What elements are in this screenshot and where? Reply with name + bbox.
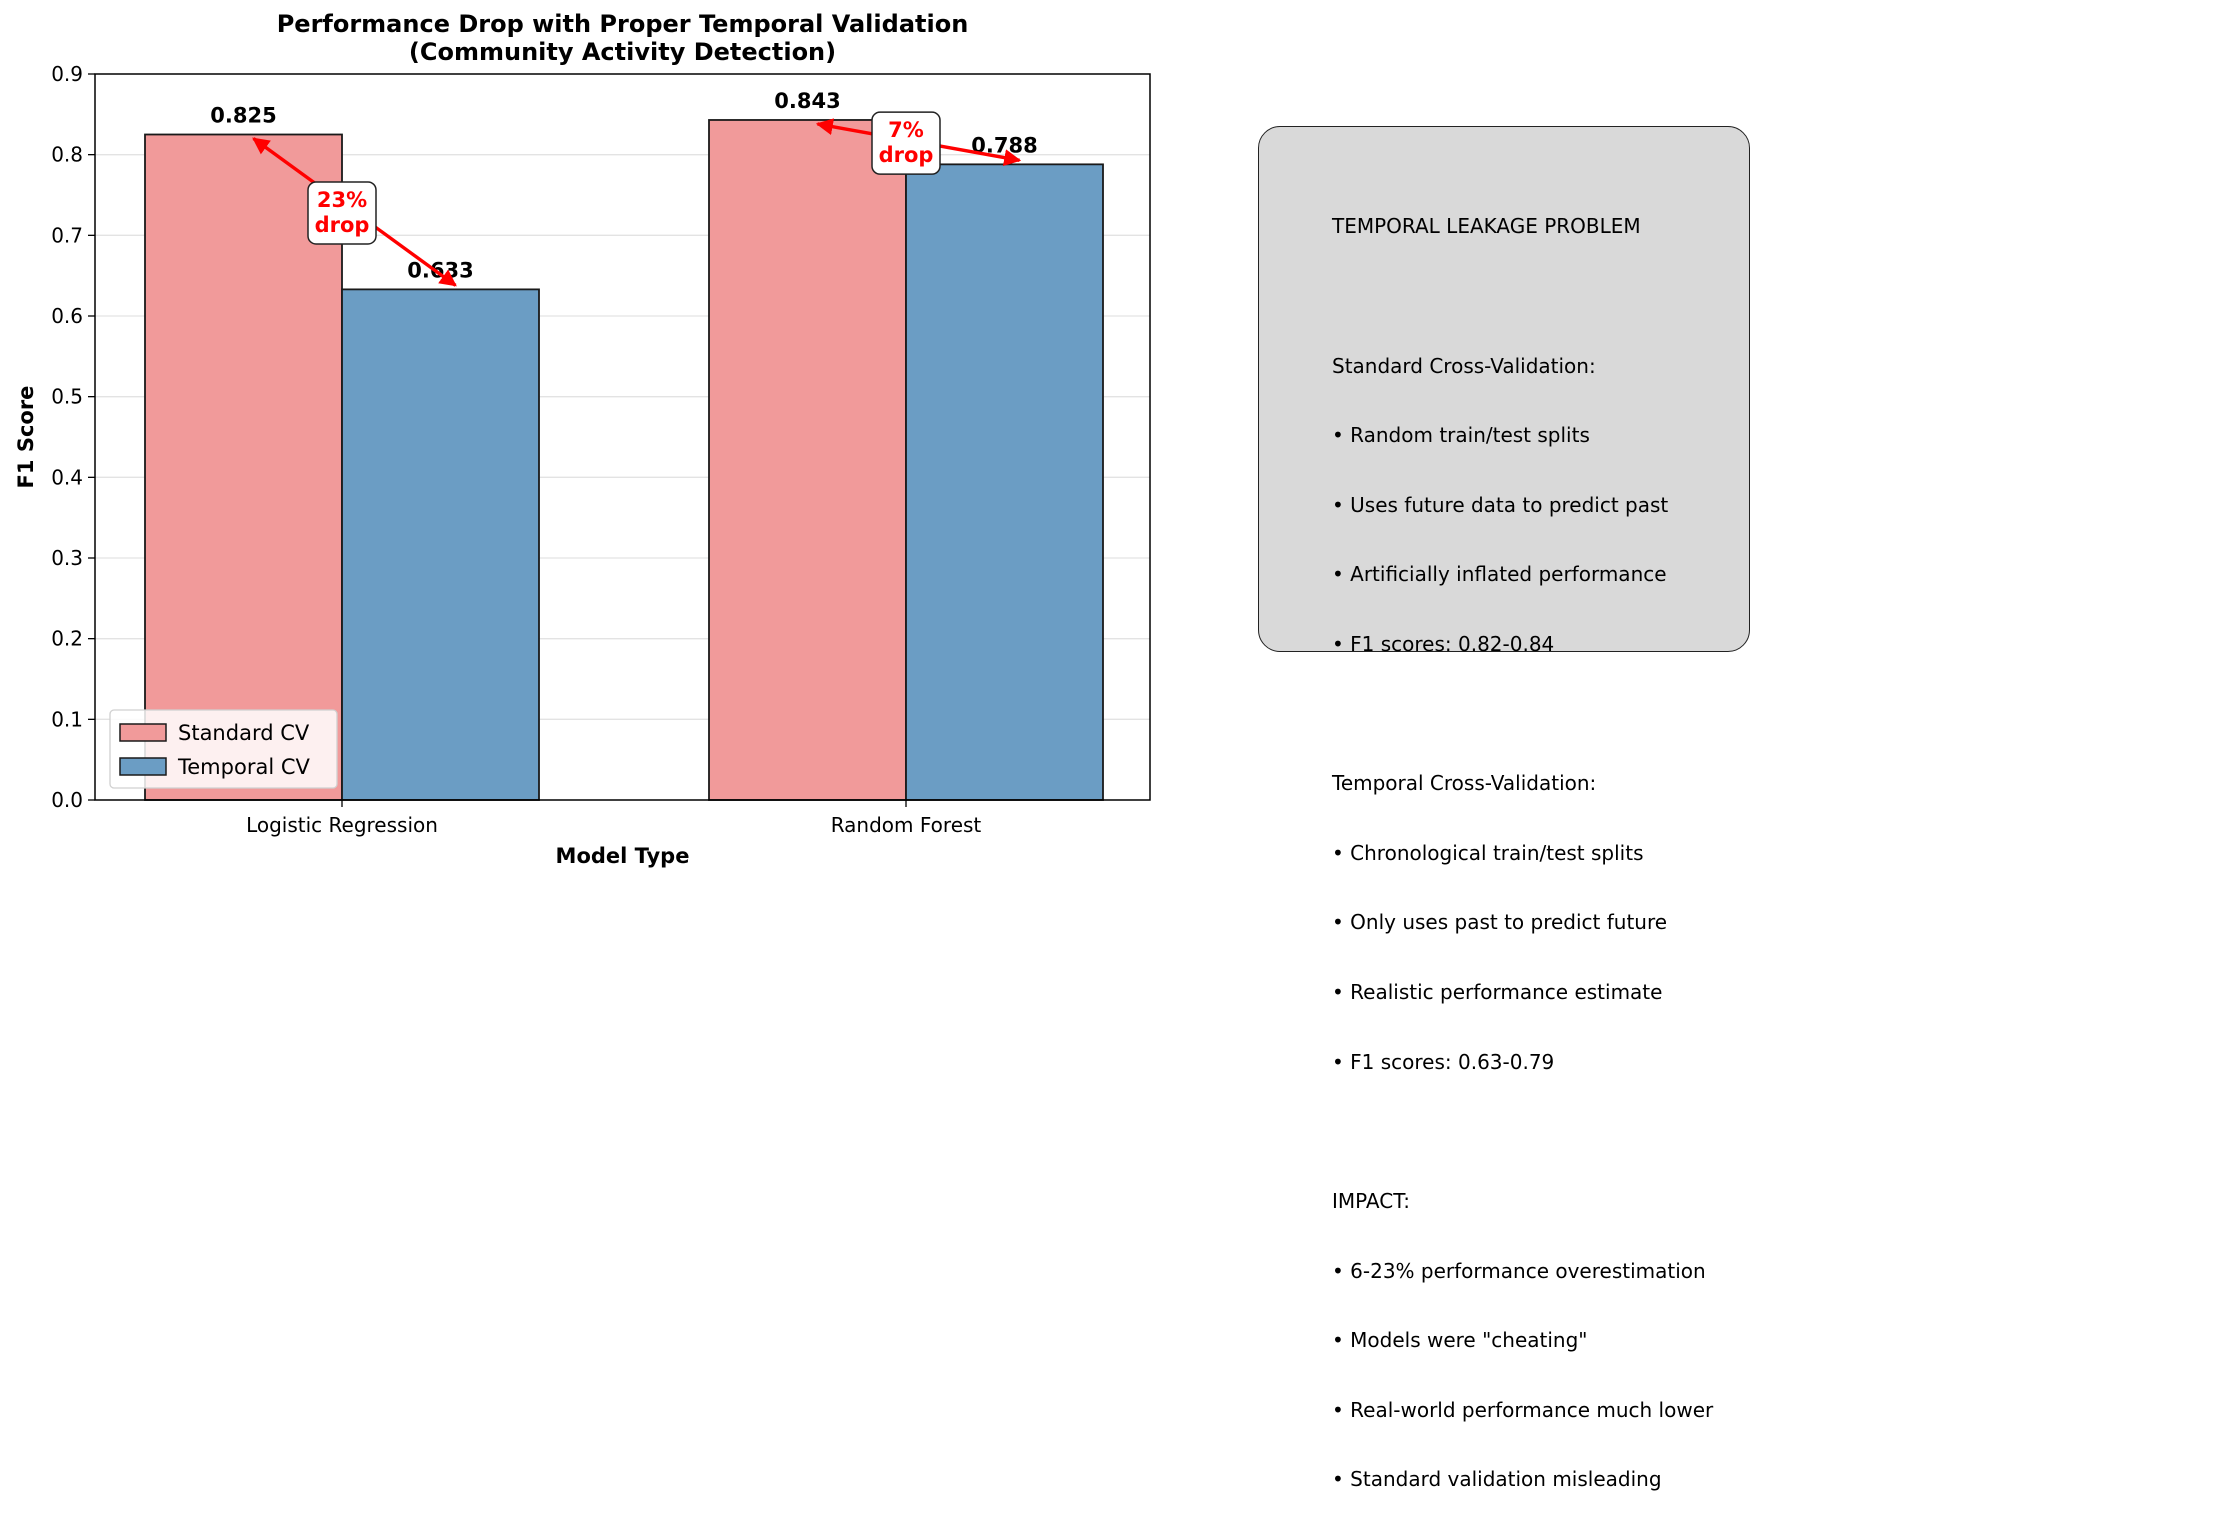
x-axis-label: Model Type (556, 844, 690, 868)
section-standard-item: • Random train/test splits (1332, 423, 1590, 448)
info-box-text: TEMPORAL LEAKAGE PROBLEM Standard Cross-… (1332, 169, 1713, 1538)
bar-value-label: 0.825 (210, 104, 276, 128)
y-tick-label: 0.7 (51, 223, 83, 247)
y-tick-label: 0.5 (51, 385, 83, 409)
x-tick-label: Random Forest (831, 813, 982, 837)
y-tick-label: 0.4 (51, 465, 83, 489)
legend-label: Standard CV (178, 721, 310, 745)
y-tick-label: 0.3 (51, 546, 83, 570)
bar (341, 288, 540, 801)
drop-annotation-text: 7% (888, 118, 924, 142)
bar (708, 119, 907, 801)
legend-label: Temporal CV (177, 755, 310, 779)
section-impact-item: • Standard validation misleading (1332, 1467, 1662, 1492)
bar-chart: 0.0 0.1 0.2 0.3 0.4 0.5 0.6 0.7 0.8 0.9 Logistic R… (14, 62, 1151, 868)
section-standard-item: • Uses future data to predict past (1332, 492, 1669, 517)
y-tick-label: 0.0 (51, 788, 83, 812)
drop-annotation-text: 23% (317, 188, 367, 212)
y-tick-label: 0.1 (51, 707, 83, 731)
x-tick-label: Logistic Regression (246, 813, 438, 837)
section-impact-item: • 6-23% performance overestimation (1332, 1258, 1706, 1283)
section-temporal-item: • Only uses past to predict future (1332, 910, 1668, 935)
legend-swatch (119, 723, 167, 742)
drop-annotation-box (307, 181, 377, 245)
section-standard-item: • F1 scores: 0.82-0.84 (1332, 632, 1555, 657)
section-impact-item: • Real-world performance much lower (1332, 1397, 1714, 1422)
section-standard-title: Standard Cross-Validation: (1332, 353, 1596, 378)
y-tick-label: 0.9 (51, 62, 83, 86)
section-temporal-item: • F1 scores: 0.63-0.79 (1332, 1049, 1555, 1074)
info-heading: TEMPORAL LEAKAGE PROBLEM (1332, 214, 1641, 239)
section-temporal-item: • Realistic performance estimate (1332, 980, 1663, 1005)
y-tick-label: 0.6 (51, 304, 83, 328)
section-temporal-item: • Chronological train/test splits (1332, 840, 1644, 865)
chart-title: Performance Drop with Proper Temporal Va… (276, 10, 969, 38)
section-impact-title: IMPACT: (1332, 1188, 1410, 1213)
y-axis-label: F1 Score (14, 386, 38, 489)
bar-value-label: 0.843 (774, 89, 840, 113)
plot-frame (94, 73, 1151, 801)
info-box: TEMPORAL LEAKAGE PROBLEM Standard Cross-… (1258, 126, 1750, 1491)
y-tick-label: 0.8 (51, 143, 83, 167)
chart-subtitle: (Community Activity Detection) (408, 38, 837, 66)
bar (905, 163, 1104, 801)
drop-annotation-text: drop (315, 213, 370, 237)
legend-swatch (119, 757, 167, 776)
y-tick-label: 0.2 (51, 627, 83, 651)
drop-annotation-text: drop (879, 143, 934, 167)
section-temporal-title: Temporal Cross-Validation: (1332, 771, 1597, 796)
drop-annotation-box (871, 111, 941, 175)
section-standard-item: • Artificially inflated performance (1332, 562, 1667, 587)
bar-value-label: 0.633 (407, 258, 473, 282)
section-impact-item: • Models were "cheating" (1332, 1328, 1588, 1353)
